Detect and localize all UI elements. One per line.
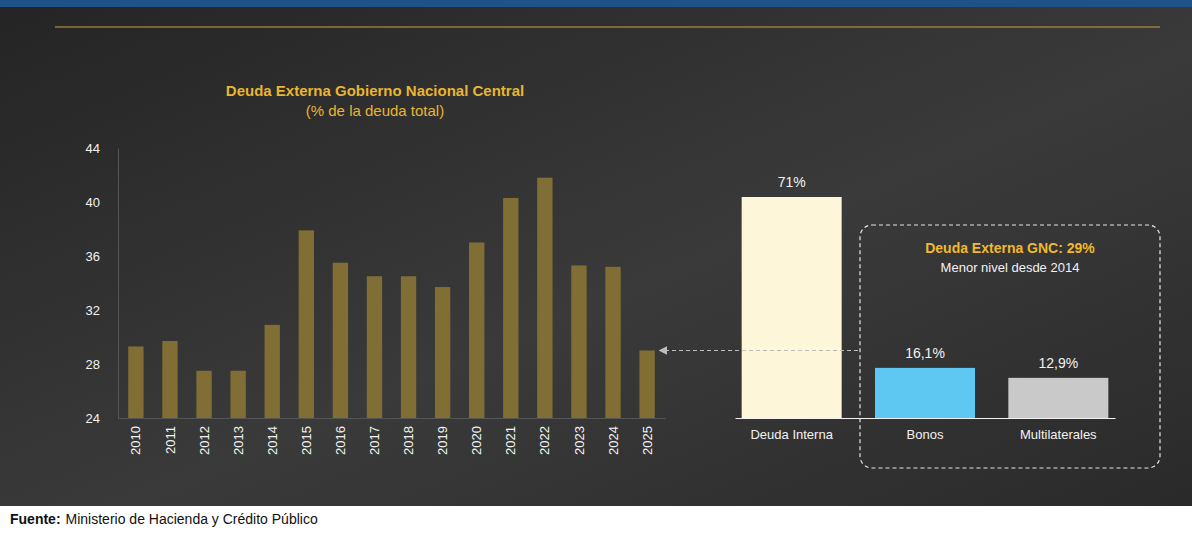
- x-tick-label: 2015: [299, 426, 314, 455]
- background: [0, 0, 1192, 506]
- chart-svg: Deuda Externa Gobierno Nacional Central (…: [0, 0, 1192, 538]
- x-axis: 2010 2011 2012 2013 2014 2015 2016 2017 2018 2019…: [119, 418, 666, 455]
- x-tick-label: 2025: [640, 426, 655, 455]
- x-tick-label: 2017: [367, 426, 382, 455]
- x-tick: 2022: [537, 418, 552, 455]
- bar: [265, 325, 280, 418]
- x-tick: 2016: [333, 418, 348, 455]
- bar: [367, 276, 382, 418]
- y-tick-label: 32: [86, 303, 100, 318]
- chart-title: Deuda Externa Gobierno Nacional Central: [226, 82, 524, 99]
- data-label: 71%: [778, 174, 806, 190]
- bar: [605, 267, 620, 418]
- x-tick: 2011: [163, 418, 178, 454]
- y-tick: 44: [86, 141, 118, 156]
- y-axis-line: [118, 149, 119, 419]
- x-tick: Bonos: [907, 418, 944, 442]
- footer-band: [0, 506, 1192, 538]
- x-tick-label: Multilaterales: [1020, 427, 1097, 442]
- x-tick: 2010: [128, 418, 143, 455]
- bar: [230, 371, 245, 418]
- annotation-box: [860, 225, 1160, 468]
- x-tick-label: 2016: [333, 426, 348, 455]
- source-label: Fuente:: [10, 511, 61, 527]
- y-axis: 24 28 32 36 40 44: [86, 141, 119, 426]
- bar: [196, 371, 211, 418]
- x-tick: 2013: [231, 418, 246, 455]
- y-tick-label: 36: [86, 249, 100, 264]
- bar: [401, 276, 416, 418]
- chart-root: Deuda Externa Gobierno Nacional Central (…: [0, 0, 1192, 538]
- x-tick-label: 2020: [469, 426, 484, 455]
- x-tick: 2019: [435, 418, 450, 455]
- x-tick: Deuda Interna: [750, 418, 833, 442]
- header-rule: [55, 27, 1160, 28]
- x-tick: 2025: [640, 418, 655, 455]
- y-tick: 32: [86, 303, 118, 318]
- bar: [128, 346, 143, 418]
- y-tick-label: 44: [86, 141, 100, 156]
- x-tick-label: 2022: [537, 426, 552, 455]
- x-axis: Deuda Interna Bonos Multilaterales: [736, 418, 1116, 442]
- x-tick-label: Bonos: [907, 427, 944, 442]
- y-tick-label: 28: [86, 357, 100, 372]
- source: Fuente: Ministerio de Hacienda y Crédito …: [10, 511, 318, 527]
- bar: [503, 198, 518, 418]
- x-tick: 2023: [571, 418, 586, 455]
- y-tick: 40: [86, 195, 118, 210]
- y-tick: 36: [86, 249, 118, 264]
- x-tick-label: 2023: [571, 426, 586, 455]
- bar: [435, 287, 450, 418]
- bar: [162, 341, 177, 418]
- bar: [469, 243, 484, 419]
- bar: [299, 230, 314, 418]
- x-tick-label: Deuda Interna: [750, 427, 833, 442]
- x-tick: 2012: [197, 418, 212, 455]
- x-tick-label: 2018: [401, 426, 416, 455]
- x-tick-label: 2010: [128, 426, 143, 455]
- bar: [537, 178, 552, 418]
- bars: [742, 197, 1109, 418]
- annotation: Menor nivel desde 2014: [941, 260, 1080, 275]
- x-tick: 2014: [265, 418, 280, 455]
- data-label: 12,9%: [1038, 355, 1078, 371]
- annotation: Deuda Externa GNC: 29%: [925, 240, 1095, 256]
- bar: [1008, 378, 1108, 418]
- y-tick: 28: [86, 357, 118, 372]
- x-axis-line: [119, 418, 666, 419]
- x-tick-label: 2013: [231, 426, 246, 455]
- x-tick: 2018: [401, 418, 416, 455]
- x-tick: 2020: [469, 418, 484, 455]
- x-axis-line: [736, 418, 1116, 419]
- x-tick: 2015: [299, 418, 314, 455]
- x-tick: 2017: [367, 418, 382, 455]
- y-tick: 24: [86, 411, 118, 426]
- x-tick-label: 2019: [435, 426, 450, 455]
- bar: [639, 351, 654, 419]
- bar: [875, 368, 975, 418]
- x-tick-label: 2021: [503, 426, 518, 455]
- x-tick-label: 2014: [265, 426, 280, 455]
- x-tick-label: 2012: [197, 426, 212, 455]
- x-tick: 2024: [606, 418, 621, 455]
- bar: [571, 265, 586, 418]
- bar: [333, 263, 348, 418]
- x-tick: Multilaterales: [1020, 418, 1097, 442]
- x-tick-label: 2024: [606, 426, 621, 455]
- source-text: Ministerio de Hacienda y Crédito Público: [66, 511, 318, 527]
- x-tick-label: 2011: [163, 426, 178, 454]
- top-band: [0, 0, 1192, 7]
- x-tick: 2021: [503, 418, 518, 455]
- bar: [742, 197, 842, 418]
- data-label: 16,1%: [905, 345, 945, 361]
- chart-subtitle: (% de la deuda total): [306, 102, 444, 119]
- bars: [128, 178, 655, 418]
- y-tick-label: 24: [86, 411, 100, 426]
- arrow: [663, 350, 858, 351]
- y-tick-label: 40: [86, 195, 100, 210]
